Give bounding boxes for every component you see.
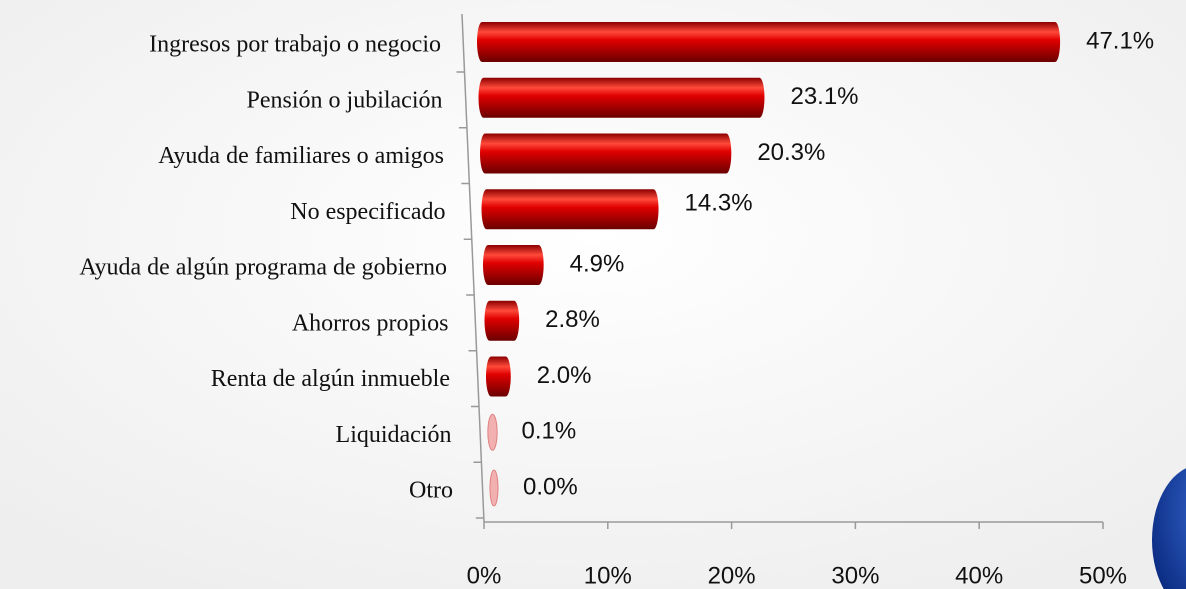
bar	[481, 189, 659, 230]
bar	[478, 77, 765, 118]
y-tick-label: Ayuda de algún programa de gobierno	[79, 255, 447, 281]
bar	[487, 413, 498, 451]
value-label: 23.1%	[790, 83, 858, 110]
x-tick-label: 30%	[831, 562, 879, 589]
value-label: 2.0%	[537, 362, 592, 389]
decoration	[1152, 468, 1186, 589]
y-axis	[461, 13, 485, 523]
y-tick-label: Ingresos por trabajo o negocio	[149, 32, 441, 58]
value-label: 2.8%	[545, 306, 600, 333]
x-tick-label: 10%	[584, 562, 632, 589]
bar	[483, 245, 544, 285]
y-tick-label: Pensión o jubilación	[247, 87, 443, 113]
value-label: 0.1%	[522, 418, 577, 445]
bar	[477, 22, 1061, 62]
x-tick-label: 20%	[708, 562, 756, 589]
bar	[480, 133, 732, 174]
value-label: 14.3%	[685, 190, 753, 217]
x-tick-label: 0%	[467, 562, 502, 589]
bar	[486, 356, 511, 397]
y-tick-label: Renta de algún inmueble	[211, 366, 450, 392]
y-tick-label: Otro	[409, 478, 453, 504]
x-tick-label: 40%	[955, 562, 1003, 589]
y-tick-label: No especificado	[290, 199, 445, 225]
x-tick-label: 50%	[1079, 562, 1127, 589]
value-label: 0.0%	[523, 473, 578, 500]
y-tick-label: Liquidación	[336, 422, 452, 448]
bar	[484, 300, 520, 341]
y-tick-label: Ayuda de familiares o amigos	[158, 143, 444, 169]
value-label: 20.3%	[757, 139, 825, 166]
y-tick-label: Ahorros propios	[292, 310, 449, 336]
value-label: 4.9%	[570, 250, 625, 277]
bar	[489, 469, 499, 507]
value-label: 47.1%	[1086, 27, 1154, 54]
